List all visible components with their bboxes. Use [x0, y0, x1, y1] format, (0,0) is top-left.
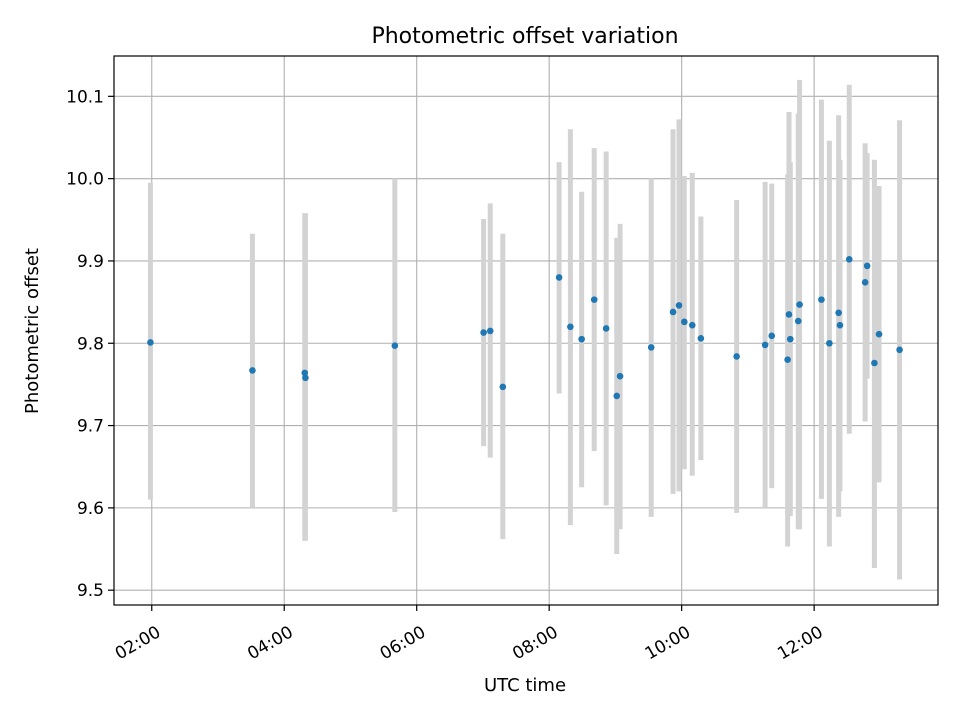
- plot-frame: [113, 55, 939, 606]
- data-point: [669, 308, 677, 316]
- data-point: [794, 317, 802, 325]
- data-point: [875, 330, 883, 338]
- x-axis-label: UTC time: [484, 675, 566, 696]
- data-point: [845, 256, 853, 263]
- data-point: [147, 339, 154, 346]
- data-point: [818, 296, 825, 303]
- data-point: [499, 383, 507, 391]
- data-point: [896, 346, 903, 354]
- data-point: [590, 296, 598, 303]
- data-point: [602, 325, 610, 332]
- data-point: [796, 301, 803, 308]
- data-point: [688, 321, 696, 329]
- data-point: [555, 274, 563, 281]
- data-point: [836, 321, 844, 329]
- data-point: [480, 329, 487, 336]
- data-point: [835, 309, 842, 317]
- data-point: [826, 339, 833, 347]
- data-point: [249, 367, 256, 374]
- data-point: [613, 392, 621, 400]
- data-point: [675, 302, 683, 309]
- data-point: [784, 356, 791, 364]
- data-point: [871, 359, 878, 367]
- y-tick-label: 9.7: [77, 417, 104, 437]
- data-point: [647, 344, 655, 351]
- chart-title: Photometric offset variation: [371, 24, 678, 49]
- y-tick-label: 9.6: [77, 499, 104, 519]
- y-axis-ticks: 9.5 9.6 9.7 9.8 9.9 10.0 10.1: [66, 87, 114, 601]
- data-point: [578, 335, 585, 343]
- data-point: [391, 342, 399, 350]
- data-point: [697, 335, 705, 342]
- data-point: [616, 372, 624, 380]
- y-tick-label: 10.0: [66, 170, 104, 190]
- data-points: [147, 256, 903, 400]
- data-point: [733, 353, 740, 360]
- data-point: [786, 335, 794, 343]
- data-point: [768, 332, 776, 340]
- y-tick-label: 10.1: [66, 87, 104, 107]
- data-point: [681, 318, 688, 326]
- data-point: [785, 311, 793, 318]
- y-tick-label: 9.8: [77, 334, 104, 354]
- y-tick-label: 9.5: [77, 581, 104, 601]
- data-point: [861, 279, 869, 286]
- data-point: [567, 323, 574, 331]
- data-point: [486, 327, 494, 335]
- data-point: [863, 262, 871, 270]
- y-axis-label: Photometric offset: [22, 248, 43, 414]
- data-point: [302, 374, 309, 382]
- data-point: [761, 341, 769, 349]
- y-tick-label: 9.9: [77, 252, 104, 272]
- data-point: [301, 369, 309, 377]
